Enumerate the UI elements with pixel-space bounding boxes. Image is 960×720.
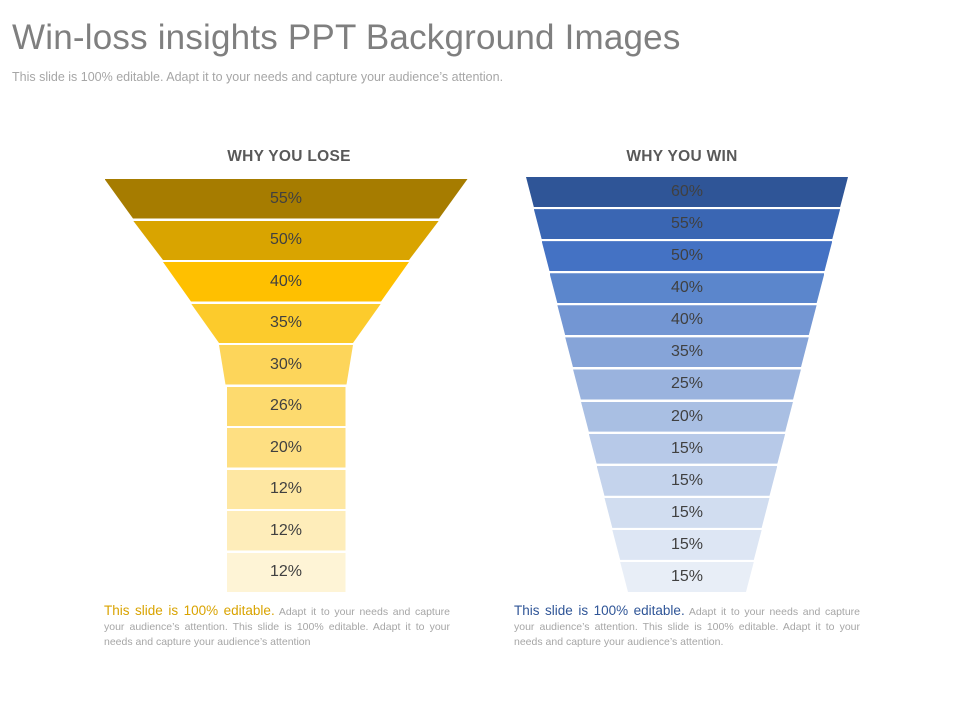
why-you-lose-tier-6: 26% [226, 386, 346, 426]
why-you-lose-tier-3-label: 40% [269, 272, 303, 290]
why-you-lose-note: This slide is 100% editable. Adapt it to… [104, 603, 450, 650]
why-you-win-tier-13: 15% [620, 561, 754, 592]
why-you-lose-tier-2: 50% [133, 220, 439, 260]
why-you-lose-tier-5: 30% [219, 345, 353, 385]
why-you-win-tier-10-label: 15% [670, 471, 703, 489]
why-you-lose-tier-4-label: 35% [269, 314, 303, 332]
why-you-lose-tier-9: 12% [226, 511, 346, 551]
why-you-lose-tier-2-label: 50% [269, 231, 303, 249]
why-you-lose-tier-7: 20% [226, 428, 346, 468]
why-you-win-tier-1-label: 60% [670, 183, 704, 201]
why-you-win-tier-3: 50% [541, 241, 833, 272]
page-subtitle: This slide is 100% editable. Adapt it to… [12, 70, 504, 84]
why-you-win-note: This slide is 100% editable. Adapt it to… [514, 603, 860, 650]
why-you-win-tier-9-label: 15% [670, 439, 703, 457]
why-you-win-tier-5-label: 40% [670, 311, 703, 329]
why-you-lose-tier-4: 35% [191, 303, 381, 343]
why-you-win-tier-12: 15% [612, 529, 762, 560]
why-you-lose-tier-10: 12% [226, 552, 346, 592]
why-you-win-tier-3-label: 50% [670, 247, 703, 265]
page-title: Win-loss insights PPT Background Images [12, 18, 681, 57]
why-you-lose-heading: WHY YOU LOSE [227, 148, 351, 165]
why-you-lose-tier-7-label: 20% [269, 438, 303, 456]
why-you-win-tier-7: 25% [573, 369, 801, 400]
why-you-lose-tier-6-label: 26% [269, 397, 303, 415]
why-you-lose-tier-10-label: 12% [269, 563, 303, 581]
why-you-win-tier-8-label: 20% [670, 407, 703, 425]
why-you-lose-tier-9-label: 12% [269, 521, 303, 539]
why-you-win-tier-10: 15% [596, 465, 778, 496]
why-you-win-note-lead: This slide is 100% editable. [514, 603, 685, 618]
why-you-lose-note-body: Adapt it to your needs and capture your … [104, 606, 451, 648]
why-you-win-tier-7-label: 25% [670, 375, 703, 393]
why-you-win-tier-2-label: 55% [670, 215, 703, 233]
why-you-lose-tier-8: 12% [226, 469, 346, 509]
why-you-win-tier-6: 35% [565, 337, 809, 368]
why-you-win-tier-13-label: 15% [670, 567, 703, 585]
why-you-win-tier-2: 55% [533, 209, 841, 240]
why-you-win-tier-4-label: 40% [670, 279, 703, 297]
why-you-win-tier-8: 20% [580, 401, 794, 432]
why-you-lose-tier-8-label: 12% [269, 480, 303, 498]
why-you-win-tier-1: 60% [526, 177, 848, 208]
why-you-win-tier-12-label: 15% [670, 535, 703, 553]
why-you-win-tier-4: 40% [549, 273, 825, 304]
why-you-win-tier-11-label: 15% [670, 503, 703, 521]
why-you-win-heading: WHY YOU WIN [626, 148, 738, 165]
why-you-win-tier-11: 15% [604, 497, 770, 528]
why-you-lose-tier-1: 55% [104, 179, 468, 219]
why-you-lose-tier-1-label: 55% [269, 189, 303, 207]
why-you-win-tier-9: 15% [588, 433, 786, 464]
why-you-win-tier-5: 40% [557, 305, 817, 336]
why-you-lose-tier-5-label: 30% [269, 355, 303, 373]
why-you-lose-note-lead: This slide is 100% editable. [104, 603, 275, 618]
why-you-lose-tier-3: 40% [163, 262, 409, 302]
why-you-win-note-body: Adapt it to your needs and capture your … [514, 606, 861, 648]
why-you-win-tier-6-label: 35% [670, 343, 703, 361]
